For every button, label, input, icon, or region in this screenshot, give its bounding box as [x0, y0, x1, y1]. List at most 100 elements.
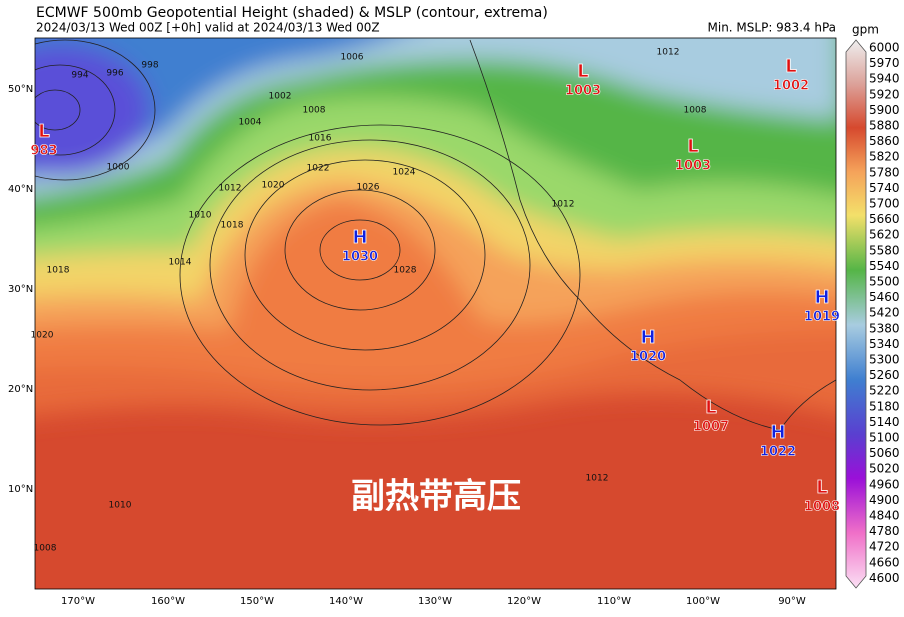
- colorbar-label: 5900: [869, 103, 900, 117]
- colorbar-label: 5100: [869, 431, 900, 445]
- longitude-label: 110°W: [597, 596, 631, 607]
- colorbar-label: 5140: [869, 415, 900, 429]
- contour-label: 1012: [586, 474, 609, 484]
- center-value: 983: [30, 144, 57, 159]
- colorbar-label: 5340: [869, 337, 900, 351]
- contour-label: 1010: [109, 501, 132, 511]
- colorbar-label: 5920: [869, 87, 900, 101]
- annotation: 副热带高压: [351, 477, 521, 517]
- colorbar-label: 4720: [869, 540, 900, 554]
- center-value: 1003: [565, 84, 601, 99]
- center-letter: L: [816, 477, 827, 498]
- colorbar-label: 5060: [869, 446, 900, 460]
- colorbar-label: 5020: [869, 462, 900, 476]
- map-frame: [34, 37, 837, 590]
- latitude-label: 20°N: [8, 384, 33, 395]
- colorbar-label: 5500: [869, 275, 900, 289]
- contour-label: 1010: [189, 211, 212, 221]
- colorbar-label: 5620: [869, 228, 900, 242]
- contour-label: 1000: [107, 163, 130, 173]
- longitude-label: 160°W: [151, 596, 185, 607]
- contour-label: 1018: [47, 266, 70, 276]
- colorbar-label: 5940: [869, 72, 900, 86]
- contour-label: 994: [71, 71, 88, 81]
- colorbar-label: 5220: [869, 384, 900, 398]
- colorbar-label: 5580: [869, 243, 900, 257]
- contour-label: 1022: [307, 164, 330, 174]
- colorbar-label: 5780: [869, 165, 900, 179]
- latitude-label: 50°N: [8, 84, 33, 95]
- center-letter: L: [687, 136, 698, 157]
- contour-label: 1020: [262, 181, 285, 191]
- contour-label: 1012: [657, 48, 680, 58]
- contour-label: 1004: [239, 118, 262, 128]
- contour-label: 1012: [219, 184, 242, 194]
- map: [35, 38, 836, 589]
- colorbar-label: 4780: [869, 524, 900, 538]
- center-value: 1030: [342, 250, 378, 265]
- center-value: 1008: [804, 500, 840, 515]
- contour-label: 1008: [34, 544, 57, 554]
- colorbar-label: 5460: [869, 290, 900, 304]
- contour-label: 998: [141, 61, 158, 71]
- center-letter: L: [577, 61, 588, 82]
- latitude-label: 10°N: [8, 484, 33, 495]
- colorbar-label: 5740: [869, 181, 900, 195]
- longitude-label: 140°W: [329, 596, 363, 607]
- colorbar-label: 4600: [869, 571, 900, 585]
- center-letter: L: [705, 397, 716, 418]
- colorbar-label: 5260: [869, 368, 900, 382]
- contour-label: 996: [106, 69, 123, 79]
- colorbar-label: 5300: [869, 353, 900, 367]
- center-letter: H: [814, 287, 829, 308]
- center-value: 1020: [630, 350, 666, 365]
- longitude-label: 150°W: [240, 596, 274, 607]
- longitude-label: 130°W: [418, 596, 452, 607]
- colorbar-label: 5660: [869, 212, 900, 226]
- center-letter: L: [785, 56, 796, 77]
- contour-label: 1008: [684, 106, 707, 116]
- colorbar-label: 5820: [869, 150, 900, 164]
- center-letter: H: [770, 422, 785, 443]
- colorbar-label: 4960: [869, 477, 900, 491]
- center-value: 1002: [773, 79, 809, 94]
- center-letter: H: [640, 327, 655, 348]
- min-mslp: Min. MSLP: 983.4 hPa: [708, 21, 837, 35]
- longitude-label: 120°W: [507, 596, 541, 607]
- colorbar-label: 5420: [869, 306, 900, 320]
- subtitle: 2024/03/13 Wed 00Z [+0h] valid at 2024/0…: [36, 21, 380, 35]
- center-value: 1003: [675, 159, 711, 174]
- colorbar-label: 5380: [869, 321, 900, 335]
- contour-label: 1018: [221, 221, 244, 231]
- colorbar-unit: gpm: [852, 23, 879, 37]
- colorbar-label: 4900: [869, 493, 900, 507]
- colorbar-label: 5180: [869, 399, 900, 413]
- center-value: 1022: [760, 445, 796, 460]
- contour-label: 1020: [31, 331, 54, 341]
- contour-label: 1028: [394, 266, 417, 276]
- center-value: 1019: [804, 310, 840, 325]
- contour-label: 1002: [269, 92, 292, 102]
- longitude-label: 100°W: [686, 596, 720, 607]
- contour-label: 1026: [357, 183, 380, 193]
- title: ECMWF 500mb Geopotential Height (shaded)…: [36, 5, 548, 21]
- colorbar-label: 4840: [869, 509, 900, 523]
- colorbar-label: 4660: [869, 555, 900, 569]
- latitude-label: 30°N: [8, 284, 33, 295]
- contour-label: 1006: [341, 53, 364, 63]
- colorbar-label: 6000: [869, 41, 900, 55]
- colorbar-label: 5700: [869, 197, 900, 211]
- colorbar-label: 5970: [869, 56, 900, 70]
- latitude-label: 40°N: [8, 184, 33, 195]
- center-value: 1007: [693, 420, 729, 435]
- center-letter: L: [38, 121, 49, 142]
- contour-label: 1014: [169, 258, 192, 268]
- center-letter: H: [352, 227, 367, 248]
- colorbar-label: 5880: [869, 119, 900, 133]
- colorbar-label: 5540: [869, 259, 900, 273]
- colorbar: [845, 39, 867, 589]
- contour-label: 1024: [393, 168, 416, 178]
- longitude-label: 170°W: [61, 596, 95, 607]
- contour-label: 1016: [309, 134, 332, 144]
